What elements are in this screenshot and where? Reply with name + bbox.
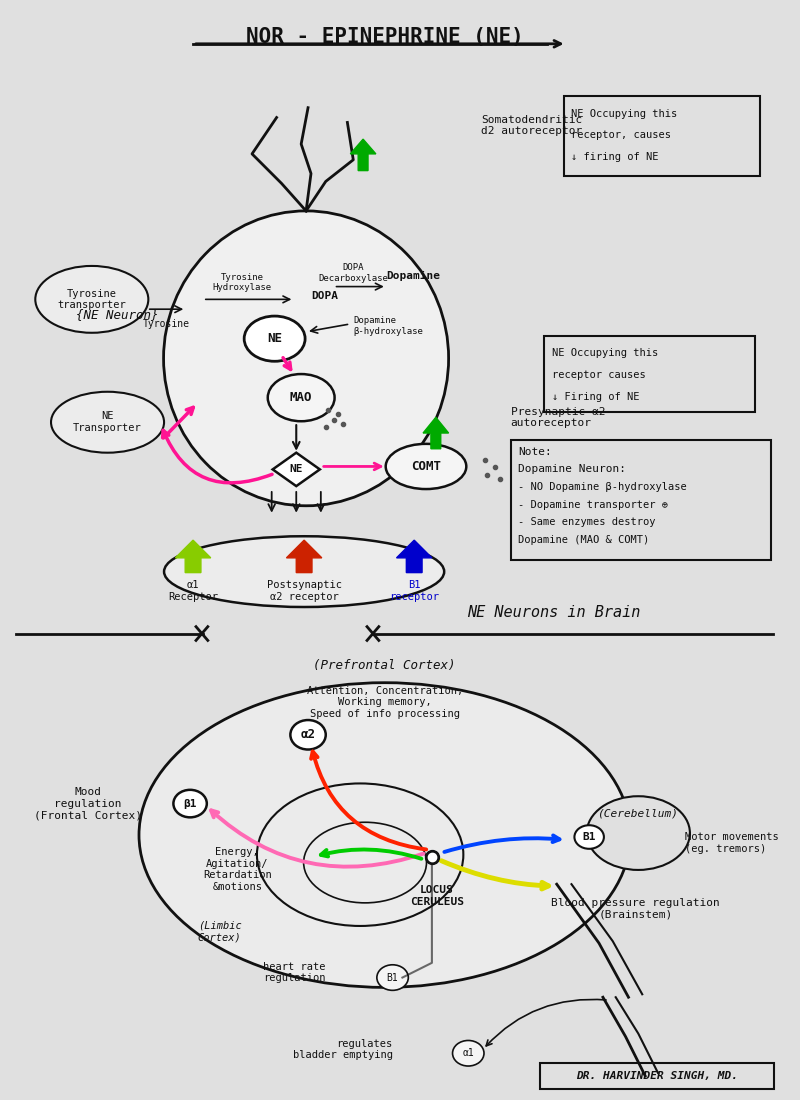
Text: (Limbic
Cortex): (Limbic Cortex) (198, 921, 242, 943)
Text: Tyrosine
Hydroxylase: Tyrosine Hydroxylase (213, 273, 272, 293)
Text: Dopamine (MAO & COMT): Dopamine (MAO & COMT) (518, 536, 650, 546)
Ellipse shape (268, 374, 334, 421)
Text: (Prefrontal Cortex): (Prefrontal Cortex) (314, 660, 456, 672)
Text: receptor causes: receptor causes (552, 370, 646, 379)
Text: NE Occupying this: NE Occupying this (552, 349, 658, 359)
Text: Tyrosine: Tyrosine (143, 319, 190, 329)
Text: Motor movements
(eg. tremors): Motor movements (eg. tremors) (685, 832, 778, 854)
Ellipse shape (164, 536, 444, 607)
Polygon shape (273, 453, 320, 486)
Ellipse shape (51, 392, 164, 453)
Text: Note:: Note: (518, 447, 552, 456)
Text: (Cerebellum): (Cerebellum) (598, 808, 679, 818)
Ellipse shape (586, 796, 690, 870)
Text: NE Occupying this: NE Occupying this (571, 109, 678, 119)
Bar (544, 336, 755, 412)
Text: α2: α2 (301, 728, 315, 741)
Polygon shape (286, 540, 322, 573)
Bar (540, 1063, 774, 1089)
Text: DR. HARVINDER SINGH, MD.: DR. HARVINDER SINGH, MD. (576, 1071, 738, 1081)
Text: Blood pressure regulation
(Brainstem): Blood pressure regulation (Brainstem) (551, 898, 720, 920)
Text: MAO: MAO (290, 392, 313, 404)
Ellipse shape (290, 720, 326, 749)
Bar (564, 96, 760, 176)
Ellipse shape (386, 443, 466, 490)
Text: - Same enzymes destroy: - Same enzymes destroy (518, 517, 656, 528)
Text: receptor, causes: receptor, causes (571, 130, 671, 140)
Ellipse shape (139, 683, 630, 988)
Text: COMT: COMT (411, 460, 441, 473)
Text: B1
receptor: B1 receptor (390, 581, 439, 602)
Text: heart rate
regulation: heart rate regulation (263, 961, 326, 983)
Ellipse shape (377, 965, 408, 990)
Polygon shape (350, 139, 376, 170)
Text: regulates
bladder emptying: regulates bladder emptying (293, 1038, 393, 1060)
Text: - Dopamine transporter ⊕: - Dopamine transporter ⊕ (518, 499, 668, 509)
Text: Attention, Concentration,
Working memory,
Speed of info processing: Attention, Concentration, Working memory… (306, 685, 463, 719)
Text: {NE Neuron}: {NE Neuron} (76, 308, 158, 320)
Ellipse shape (163, 211, 449, 506)
Text: NE: NE (267, 332, 282, 345)
Text: Tyrosine
transporter: Tyrosine transporter (58, 288, 126, 310)
Text: Dopamine: Dopamine (386, 271, 441, 281)
Text: Dopamine
β-hydroxylase: Dopamine β-hydroxylase (354, 316, 423, 336)
Text: Somatodendritic
d2 autoreceptor: Somatodendritic d2 autoreceptor (481, 114, 582, 136)
Ellipse shape (574, 825, 604, 849)
Ellipse shape (244, 316, 305, 361)
Text: ↓ Firing of NE: ↓ Firing of NE (552, 392, 639, 402)
Text: ↓ firing of NE: ↓ firing of NE (571, 152, 659, 162)
Ellipse shape (453, 1041, 484, 1066)
Text: Mood
regulation
(Frontal Cortex): Mood regulation (Frontal Cortex) (34, 786, 142, 821)
Polygon shape (175, 540, 210, 573)
Bar (510, 440, 771, 560)
Text: β1: β1 (183, 799, 197, 808)
Text: B1: B1 (582, 832, 596, 842)
Polygon shape (397, 540, 432, 573)
Text: Postsynaptic
α2 receptor: Postsynaptic α2 receptor (266, 581, 342, 602)
Text: DOPA
Decarboxylase: DOPA Decarboxylase (318, 263, 388, 283)
Polygon shape (423, 417, 449, 449)
Text: Dopamine Neuron:: Dopamine Neuron: (518, 464, 626, 474)
Ellipse shape (35, 266, 148, 333)
Text: DOPA: DOPA (311, 292, 338, 301)
Text: α1
Receptor: α1 Receptor (168, 581, 218, 602)
Text: NE
Transporter: NE Transporter (73, 411, 142, 433)
Text: NOR - EPINEPHRINE (NE): NOR - EPINEPHRINE (NE) (246, 26, 523, 47)
Text: B1: B1 (386, 972, 398, 982)
Text: - NO Dopamine β-hydroxylase: - NO Dopamine β-hydroxylase (518, 482, 687, 492)
Text: NE: NE (290, 464, 303, 474)
Text: NE Neurons in Brain: NE Neurons in Brain (467, 605, 641, 619)
Ellipse shape (174, 790, 207, 817)
Text: Energy,
Agitation/
Retardation
&motions: Energy, Agitation/ Retardation &motions (203, 847, 272, 892)
Text: LOCUS
CERULEUS: LOCUS CERULEUS (410, 886, 464, 906)
Text: Presynaptic α2
autoreceptor: Presynaptic α2 autoreceptor (510, 407, 605, 428)
Text: α1: α1 (462, 1048, 474, 1058)
